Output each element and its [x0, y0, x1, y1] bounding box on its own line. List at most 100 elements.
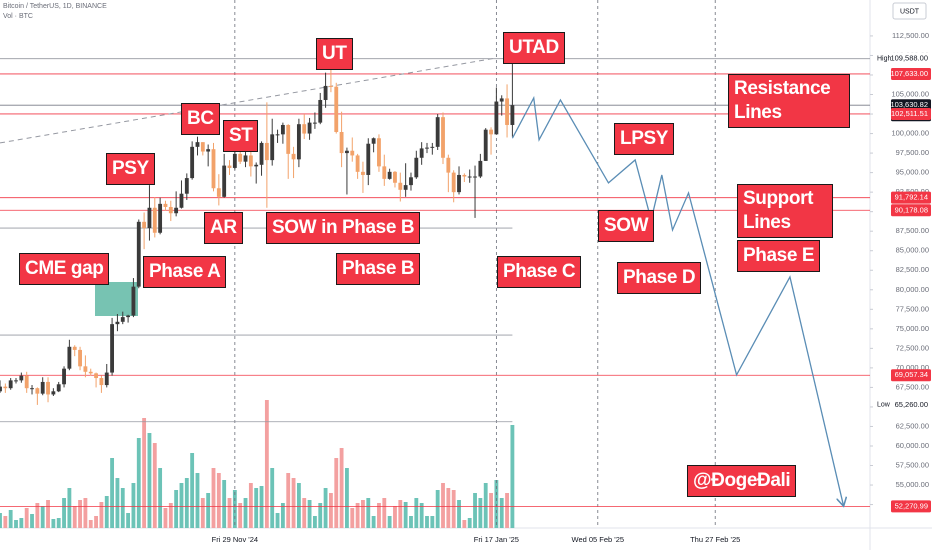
volume-bar [510, 425, 515, 528]
candle-body [56, 384, 61, 392]
volume-bar [179, 483, 184, 528]
price-label: 90,178.08 [895, 205, 928, 214]
volume-bar [457, 500, 461, 528]
candle-body [3, 386, 8, 389]
volume-bar [366, 498, 371, 528]
candle-body [35, 388, 40, 394]
candle-body [382, 166, 387, 179]
candle-body [174, 207, 179, 214]
annotation: Resistance Lines [728, 74, 850, 128]
candle-body [88, 371, 93, 374]
candle-body [264, 142, 269, 161]
volume-bar [99, 502, 104, 528]
candle-body [451, 172, 456, 193]
candle-body [462, 174, 467, 177]
volume-bar [409, 516, 413, 528]
volume-bar [88, 520, 93, 528]
volume-bar [30, 514, 34, 528]
price-label: 69,057.34 [895, 370, 928, 379]
candle-body [206, 149, 211, 152]
volume-bar [451, 490, 456, 528]
volume-bar [211, 468, 216, 528]
annotation: Phase D [617, 262, 702, 294]
candle-body [190, 146, 195, 179]
y-tick-label: 72,500.00 [896, 343, 929, 352]
annotation: UTAD [503, 32, 565, 64]
candle-body [83, 366, 88, 372]
annotation: SOW [598, 210, 655, 242]
candle-body [94, 373, 98, 379]
price-label-box [891, 204, 931, 217]
candle-body [409, 177, 413, 186]
candle-body [115, 321, 120, 325]
volume-bar [430, 516, 435, 528]
candle-body [136, 221, 141, 287]
candle-body [318, 99, 323, 123]
volume-bar [302, 498, 307, 528]
y-tick-label: 80,000.00 [896, 285, 929, 294]
volume-bar [40, 506, 45, 528]
volume-bar [425, 516, 429, 528]
price-label-box [891, 500, 931, 513]
annotation: @ĐogeĐali [687, 465, 797, 497]
price-label-name: High [877, 56, 892, 63]
volume-bar [94, 516, 98, 528]
currency-button[interactable] [892, 2, 927, 20]
volume-bar [24, 508, 29, 528]
x-tick-label: Wed 05 Feb '25 [572, 535, 625, 544]
volume-bar [152, 443, 157, 528]
volume-bar [158, 468, 163, 528]
candle-body [163, 203, 168, 207]
candle-body [307, 122, 312, 134]
volume-bar [355, 503, 360, 528]
candle-layer [0, 58, 515, 405]
candle-body [280, 124, 285, 135]
candle-body [446, 157, 451, 173]
candle-body [377, 138, 381, 167]
y-tick-label: 57,500.00 [896, 460, 929, 469]
candle-body [291, 153, 296, 160]
volume-bar [232, 490, 237, 528]
volume-bar [345, 468, 349, 528]
candle-body [361, 171, 365, 175]
volume-bar [467, 518, 472, 528]
candle-body [152, 207, 157, 233]
volume-bar [51, 519, 56, 528]
candle-body [243, 155, 248, 162]
volume-bar [259, 486, 264, 528]
volume-bar [238, 503, 243, 528]
price-label: 52,270.99 [895, 501, 928, 510]
annotation: ST [223, 120, 259, 152]
volume-bar [206, 493, 211, 528]
candle-body [371, 138, 376, 144]
volume-bar [275, 513, 280, 528]
volume-bar [318, 503, 323, 528]
volume-bar [243, 498, 248, 528]
annotation: AR [204, 212, 243, 244]
candle-body [195, 142, 200, 147]
volume-bar [312, 516, 317, 528]
price-label: 91,792.14 [895, 193, 928, 202]
volume-bar [483, 483, 488, 528]
y-tick-label: 95,000.00 [896, 168, 929, 177]
candle-body [473, 176, 477, 178]
volume-bar [46, 500, 50, 528]
volume-bar [328, 493, 333, 528]
volume-bar [227, 498, 232, 528]
candle-body [120, 317, 125, 322]
candle-body [19, 375, 24, 381]
candle-body [510, 105, 515, 125]
candle-body [430, 146, 435, 148]
price-label: 65,260.00 [895, 400, 928, 409]
volume-bar [403, 502, 408, 528]
volume-bar [195, 473, 200, 528]
currency-button-label[interactable]: USDT [900, 8, 920, 15]
candle-body [216, 188, 221, 197]
candle-body [393, 171, 397, 183]
annotation: Phase A [143, 256, 227, 288]
candle-body [8, 380, 13, 389]
volume-bar [419, 503, 424, 528]
volume-bar [280, 503, 285, 528]
candle-body [222, 165, 227, 197]
candle-body [366, 143, 371, 175]
